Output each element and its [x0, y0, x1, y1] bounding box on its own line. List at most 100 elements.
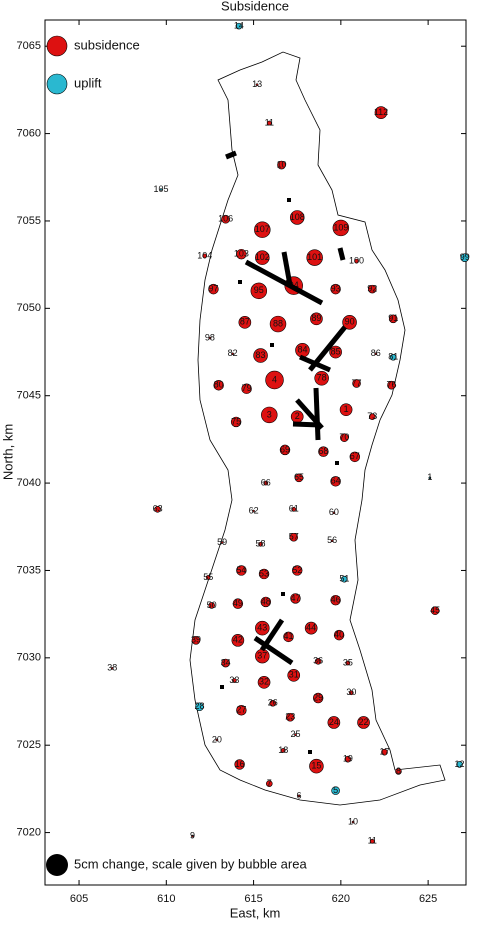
bubble [255, 620, 270, 636]
bubble-label: 81 [388, 352, 398, 362]
bubble-label: 19 [343, 754, 353, 764]
bubble-label: 29 [313, 692, 323, 702]
bubble-label: 15 [311, 761, 321, 771]
bubble [428, 476, 432, 480]
bubble-label: 10 [348, 816, 358, 826]
y-tick-label: 7055 [17, 215, 41, 227]
bubble-label: 57 [289, 532, 299, 542]
bubble-label: 90 [345, 317, 355, 327]
bubble [269, 315, 287, 333]
size-legend-bubble [46, 854, 68, 876]
bubble-label: 1 [427, 472, 432, 482]
bubble [381, 748, 388, 756]
bubble-label: 55 [203, 572, 213, 582]
bubble-label: 32 [259, 677, 269, 687]
bubble-label: 30 [346, 687, 356, 697]
bubble [294, 733, 297, 737]
bubble [252, 509, 255, 513]
bubble-label: 22 [359, 717, 369, 727]
bubble-label: 49 [233, 598, 243, 608]
bubble-label: 87 [240, 317, 250, 327]
bubble-label: 62 [249, 505, 259, 515]
bubble [331, 786, 340, 795]
bubble [330, 476, 341, 487]
legend-swatch [46, 73, 68, 95]
bubble [208, 602, 215, 609]
bubble-label: 43 [257, 622, 267, 632]
bubble [205, 575, 211, 580]
bubble-label: 45 [430, 605, 440, 615]
bubble-label: 47 [290, 593, 300, 603]
y-tick-label: 7020 [17, 826, 41, 838]
bubble [290, 593, 301, 604]
bubble-label: 79 [242, 383, 252, 393]
chart-title: Subsidence [221, 0, 289, 13]
bubble-label: 52 [292, 565, 302, 575]
bubble [369, 838, 375, 844]
bubble-label: 58 [256, 539, 266, 549]
bubble-label: 76 [386, 380, 396, 390]
bubble-label: 2 [295, 411, 300, 421]
bubble-label: 31 [289, 670, 299, 680]
bubble [279, 444, 291, 456]
bubble [291, 565, 303, 576]
bubble [294, 473, 304, 483]
bubble-label: 9 [190, 830, 195, 840]
bubble-label: 16 [235, 759, 245, 769]
legend-label: uplift [74, 75, 102, 90]
bubble-label: 7 [267, 778, 272, 788]
bubble-label: 99 [460, 252, 470, 262]
bubble-label: 104 [197, 250, 212, 260]
bubble [327, 716, 341, 729]
bubble [330, 594, 341, 606]
coastline [189, 51, 446, 806]
y-tick-label: 7060 [17, 127, 41, 139]
bubble-label: 3 [267, 409, 272, 419]
bubble-label: 103 [234, 249, 249, 259]
bubble-label: 98 [205, 332, 215, 342]
bubble-label: 97 [208, 283, 218, 293]
bubble-label: 70 [339, 432, 349, 442]
bubble [232, 598, 244, 609]
bubble-label: 4 [272, 374, 277, 384]
bubble [231, 634, 245, 647]
bubble [388, 314, 398, 324]
bubble [213, 380, 224, 391]
bubble [232, 678, 237, 683]
bubble-label: 89 [311, 313, 321, 323]
bubble-label: 20 [212, 734, 222, 744]
bubble [221, 658, 230, 668]
bubble [202, 253, 208, 259]
bubble [310, 312, 323, 326]
y-tick-label: 7035 [17, 564, 41, 576]
bubble [345, 660, 351, 666]
y-tick-label: 7030 [17, 652, 41, 664]
bubble [254, 221, 271, 238]
bubble [236, 565, 247, 576]
bubble-label: 68 [318, 446, 328, 456]
bubble-label: 92 [367, 283, 377, 293]
bubble-label: 105 [154, 184, 169, 194]
x-tick-label: 625 [419, 893, 437, 905]
bubble [277, 160, 286, 170]
bubble-label: 66 [261, 477, 271, 487]
bubble [306, 249, 323, 266]
bubble [191, 834, 194, 838]
bubble-label: 82 [228, 348, 238, 358]
displacement-arrows [225, 150, 347, 666]
bubble [154, 506, 161, 513]
bubble [159, 188, 163, 191]
bubble-label: 61 [289, 504, 299, 514]
bubble-label: 8 [396, 766, 401, 776]
bubble [460, 253, 470, 262]
y-tick-label: 7050 [17, 302, 41, 314]
bubble [236, 705, 247, 716]
bubble [333, 629, 345, 641]
bubble-label: 18 [278, 745, 288, 755]
bubble-label: 24 [329, 717, 339, 727]
bubble-label: 84 [297, 345, 307, 355]
bubble [330, 539, 334, 543]
bubble [289, 210, 305, 225]
bubble-label: 17 [379, 747, 389, 757]
